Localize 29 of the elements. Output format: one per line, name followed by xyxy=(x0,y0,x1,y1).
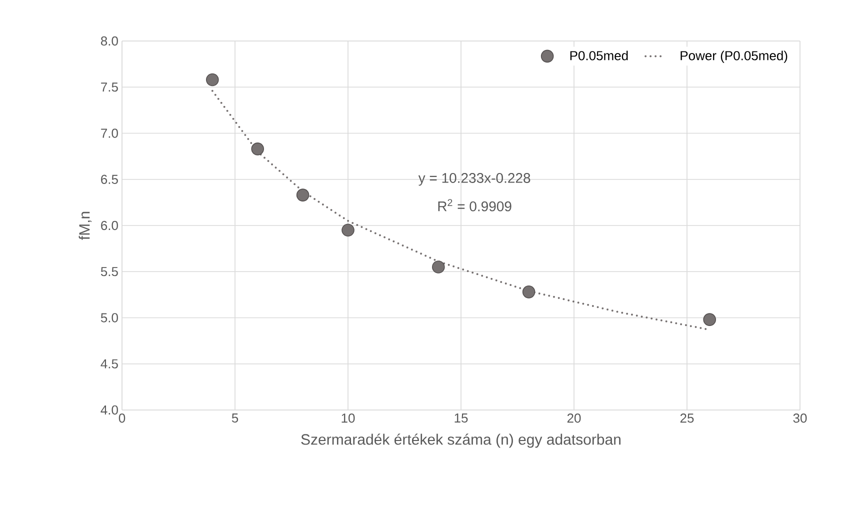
y-tick-label: 6.5 xyxy=(101,174,118,184)
legend-label: P0.05med xyxy=(570,50,628,60)
y-axis-title: fM,n xyxy=(78,212,92,240)
y-tick-label: 4.5 xyxy=(100,359,118,368)
x-tick-label: 5 xyxy=(232,414,238,423)
annotation: R$^{2}$ = 0.9909 xyxy=(438,199,512,212)
y-tick-label: 5.0 xyxy=(100,313,118,322)
x-tick-label: 20 xyxy=(567,414,581,423)
y-tick-label: 8.0 xyxy=(100,36,118,46)
y-tick-label: 7.5 xyxy=(101,82,118,92)
x-axis-title: Szermaradék értékek száma (n) egy adatsorban xyxy=(301,434,620,448)
y-tick-label: 6.0 xyxy=(101,220,118,230)
y-tick-label: 4.0 xyxy=(100,405,118,415)
point xyxy=(296,188,310,202)
x-tick-label: 25 xyxy=(680,414,694,423)
point xyxy=(251,142,264,156)
y-tick-label: 5.5 xyxy=(100,267,118,276)
annotation: y = 10.233x-0.228 xyxy=(418,173,530,186)
point xyxy=(206,73,219,86)
point xyxy=(522,286,536,298)
point xyxy=(432,260,445,274)
x-tick-label: 10 xyxy=(342,414,355,423)
x-tick-label: 30 xyxy=(793,414,807,423)
point xyxy=(342,224,354,237)
legend-label: Power (P0.05med) xyxy=(680,50,788,63)
x-tick-label: 15 xyxy=(454,414,468,423)
point xyxy=(703,313,716,326)
y-tick-label: 7.0 xyxy=(101,128,118,138)
x-tick-label: 0 xyxy=(118,414,126,423)
